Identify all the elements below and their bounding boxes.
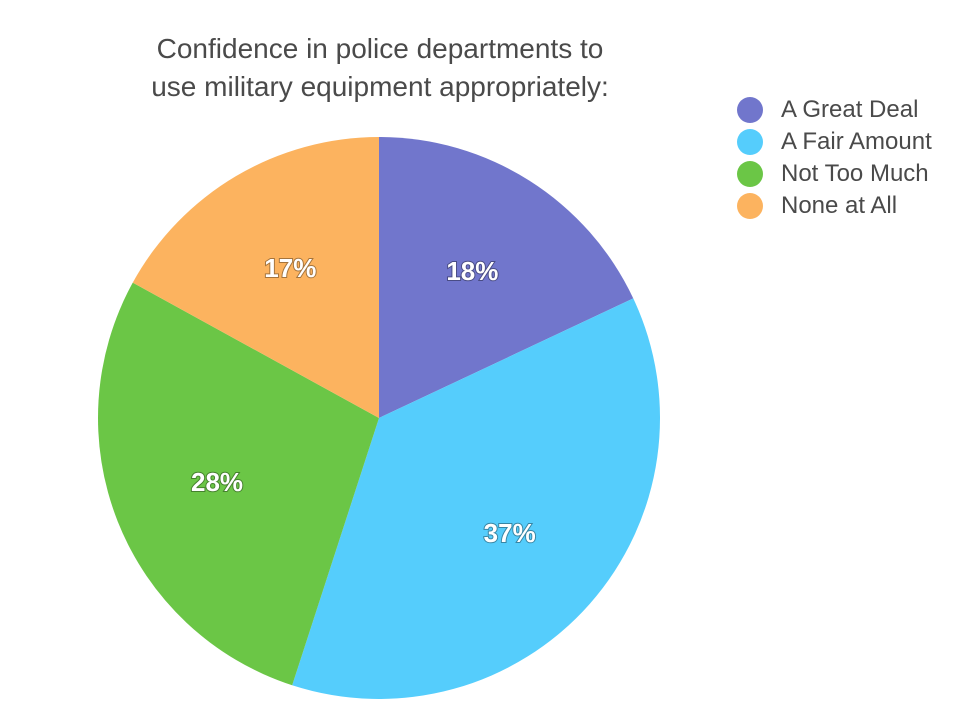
title-line-1: Confidence in police departments to <box>156 33 604 64</box>
legend-item: None at All <box>737 190 932 222</box>
chart-title: Confidence in police departments to use … <box>60 30 700 106</box>
legend-label: A Great Deal <box>781 96 919 123</box>
legend-label: Not Too Much <box>781 160 929 187</box>
legend-item: A Great Deal <box>737 94 932 126</box>
legend-swatch <box>737 193 763 219</box>
legend: A Great Deal A Fair Amount Not Too Much … <box>737 94 932 222</box>
legend-swatch <box>737 97 763 123</box>
legend-label: A Fair Amount <box>781 128 932 155</box>
title-line-2: use military equipment appropriately: <box>151 71 609 102</box>
legend-item: Not Too Much <box>737 158 932 190</box>
pie-slice-none-at-all <box>132 137 379 418</box>
pie-slice-not-too-much <box>97 282 379 686</box>
pie-slice-a-fair-amount <box>292 298 660 700</box>
data-label: 18% <box>446 256 498 286</box>
legend-swatch <box>737 161 763 187</box>
data-label: 37% <box>484 518 536 548</box>
pie-slice-a-great-deal <box>379 137 634 418</box>
legend-label: None at All <box>781 192 898 219</box>
legend-swatch <box>737 129 763 155</box>
data-label: 17% <box>264 253 316 283</box>
data-label: 28% <box>191 467 243 497</box>
legend-item: A Fair Amount <box>737 126 932 158</box>
